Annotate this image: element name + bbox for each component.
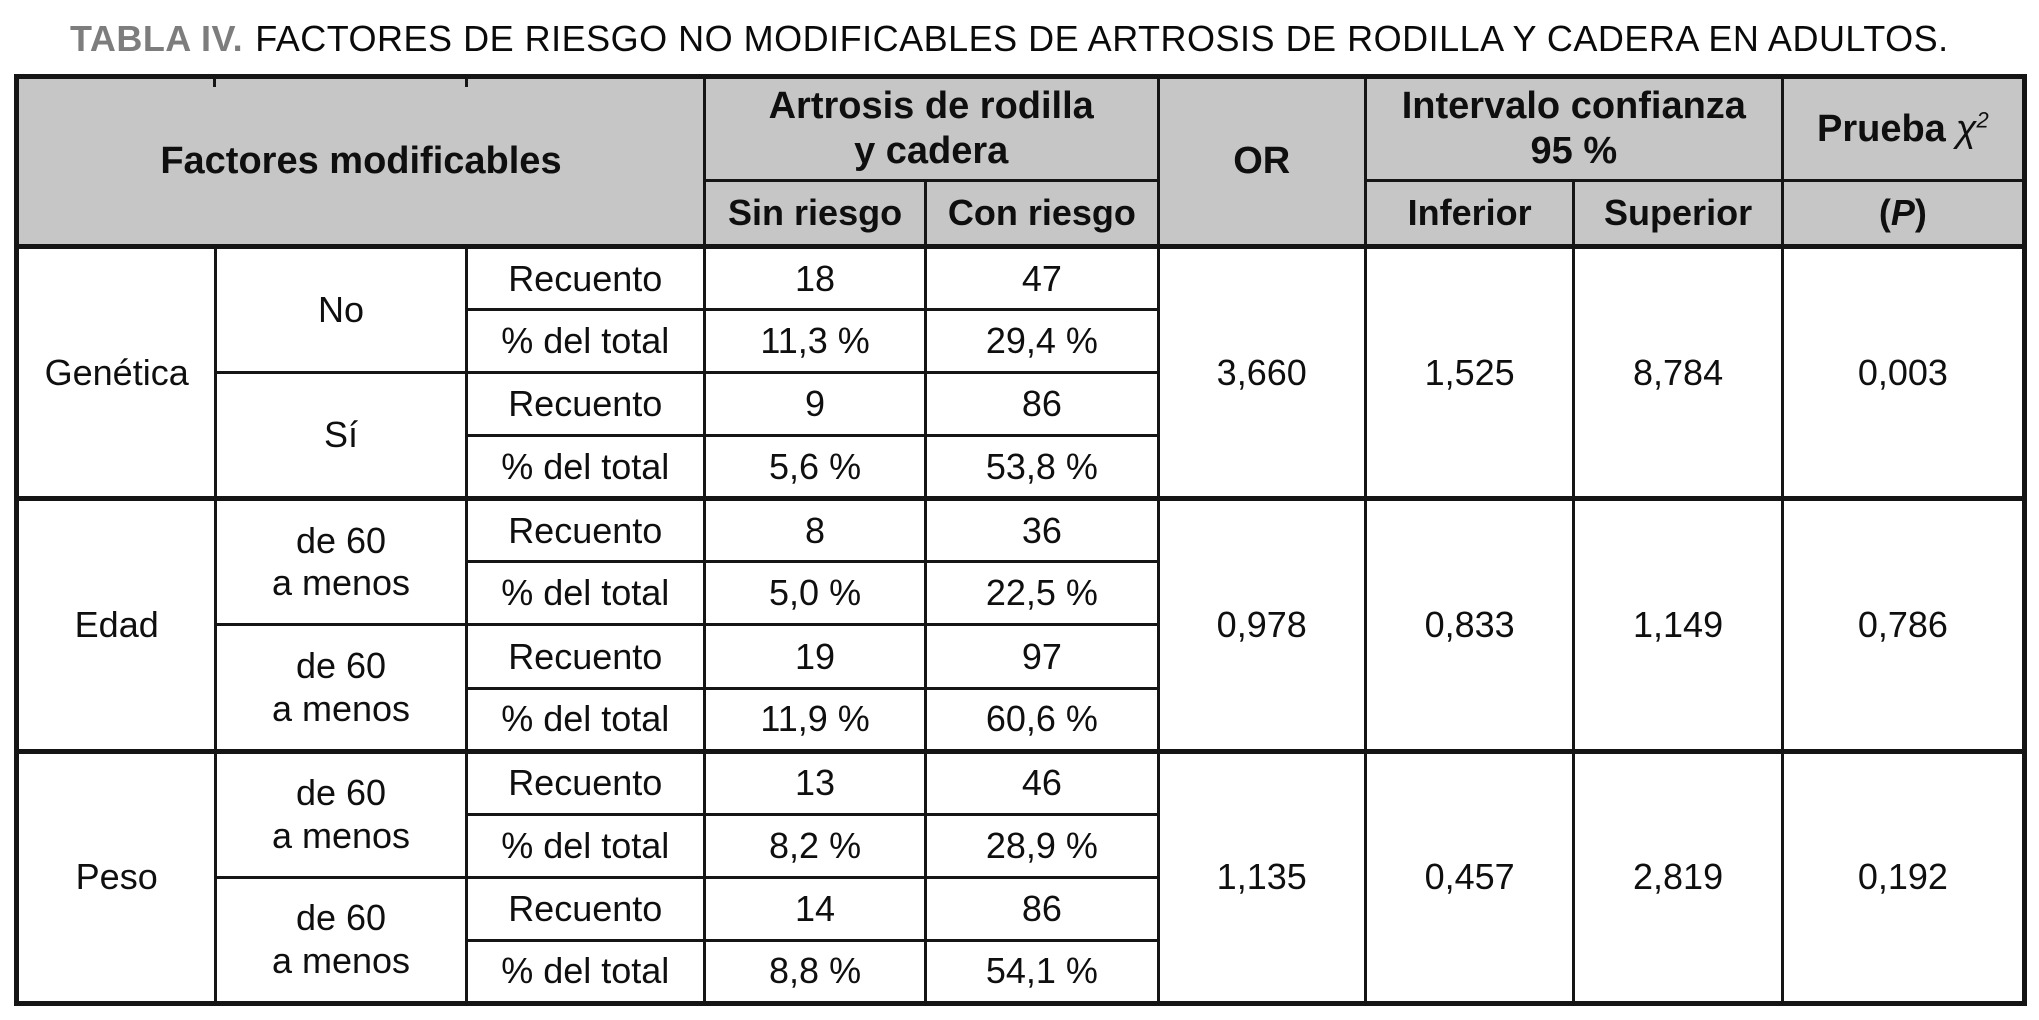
ci-lower-cell: 0,833: [1363, 496, 1576, 753]
table-number: TABLA IV.: [70, 18, 244, 59]
value-cell: 5,0 %: [702, 560, 928, 627]
table-caption: FACTORES DE RIESGO NO MODIFICABLES DE AR…: [255, 18, 1949, 59]
stat-label-cell: % del total: [464, 560, 706, 627]
table-container: Factores modificables Artrosis de rodill…: [14, 74, 2027, 1006]
stat-label-cell: % del total: [464, 938, 706, 1006]
value-cell: 8,2 %: [702, 812, 928, 879]
header-superior: Superior: [1572, 179, 1784, 249]
group-cell: No: [214, 243, 468, 375]
table-title: TABLA IV. FACTORES DE RIESGO NO MODIFICAB…: [70, 16, 1949, 62]
ci-lower-cell: 1,525: [1363, 243, 1576, 501]
value-cell: 14: [702, 875, 928, 942]
stat-label-cell: % del total: [464, 308, 706, 375]
value-cell: 97: [924, 623, 1160, 690]
or-cell: 3,660: [1156, 243, 1367, 501]
column-divider-tick: [464, 78, 468, 87]
ci-lower-cell: 0,457: [1363, 748, 1576, 1006]
group-cell: de 60 a menos: [214, 748, 468, 879]
value-cell: 13: [702, 748, 928, 816]
header-factores-modificables: Factores modificables: [15, 75, 706, 249]
value-cell: 53,8 %: [924, 434, 1160, 501]
stat-label-cell: Recuento: [464, 496, 706, 564]
value-cell: 86: [924, 875, 1160, 942]
header-factores-label: Factores modificables: [160, 140, 562, 182]
header-con-riesgo: Con riesgo: [924, 179, 1160, 249]
chi-exponent: 2: [1976, 106, 1989, 132]
value-cell: 28,9 %: [924, 812, 1160, 879]
group-cell: Sí: [214, 371, 468, 501]
value-cell: 9: [702, 371, 928, 438]
p-value-cell: 0,192: [1780, 748, 2027, 1006]
or-cell: 1,135: [1156, 748, 1367, 1006]
or-cell: 0,978: [1156, 496, 1367, 753]
stat-label-cell: Recuento: [464, 875, 706, 942]
value-cell: 22,5 %: [924, 560, 1160, 627]
factor-cell: Genética: [14, 243, 218, 501]
stat-label-cell: Recuento: [464, 623, 706, 690]
group-cell: de 60 a menos: [214, 875, 468, 1006]
value-cell: 46: [924, 748, 1160, 816]
risk-factors-table: Factores modificables Artrosis de rodill…: [14, 74, 2027, 1006]
value-cell: 36: [924, 496, 1160, 564]
p-value-cell: 0,786: [1780, 496, 2027, 753]
header-prueba-chi2: Prueba χ2: [1780, 75, 2027, 182]
value-cell: 8: [702, 496, 928, 564]
value-cell: 47: [924, 243, 1160, 312]
value-cell: 11,9 %: [702, 686, 928, 753]
group-cell: de 60 a menos: [214, 623, 468, 753]
ci-upper-cell: 1,149: [1572, 496, 1784, 753]
header-p-value: (P): [1780, 179, 2027, 249]
chi-symbol: χ2: [1956, 108, 1989, 150]
value-cell: 5,6 %: [702, 434, 928, 501]
factor-cell: Edad: [14, 496, 218, 753]
stat-label-cell: Recuento: [464, 371, 706, 438]
ci-upper-cell: 2,819: [1572, 748, 1784, 1006]
stat-label-cell: % del total: [464, 434, 706, 501]
value-cell: 60,6 %: [924, 686, 1160, 753]
header-sin-riesgo: Sin riesgo: [702, 179, 928, 249]
value-cell: 54,1 %: [924, 938, 1160, 1006]
p-value-cell: 0,003: [1780, 243, 2027, 501]
value-cell: 19: [702, 623, 928, 690]
chi-letter: χ: [1955, 107, 1977, 150]
stat-label-cell: % del total: [464, 812, 706, 879]
header-artrosis: Artrosis de rodilla y cadera: [702, 75, 1160, 182]
value-cell: 86: [924, 371, 1160, 438]
stat-label-cell: Recuento: [464, 748, 706, 816]
value-cell: 8,8 %: [702, 938, 928, 1006]
value-cell: 29,4 %: [924, 308, 1160, 375]
column-divider-tick: [212, 78, 216, 87]
header-prueba-label: Prueba: [1816, 107, 1946, 150]
paren-open: (: [1878, 192, 1891, 233]
header-or: OR: [1156, 75, 1367, 249]
group-cell: de 60 a menos: [214, 496, 468, 627]
value-cell: 11,3 %: [702, 308, 928, 375]
ci-upper-cell: 8,784: [1572, 243, 1784, 501]
stat-label-cell: % del total: [464, 686, 706, 753]
paren-close: ): [1914, 192, 1927, 233]
factor-cell: Peso: [14, 748, 218, 1006]
header-inferior: Inferior: [1363, 179, 1576, 249]
value-cell: 18: [702, 243, 928, 312]
stat-label-cell: Recuento: [464, 243, 706, 312]
p-letter: P: [1890, 192, 1915, 233]
header-intervalo-confianza: Intervalo confianza 95 %: [1363, 75, 1784, 182]
